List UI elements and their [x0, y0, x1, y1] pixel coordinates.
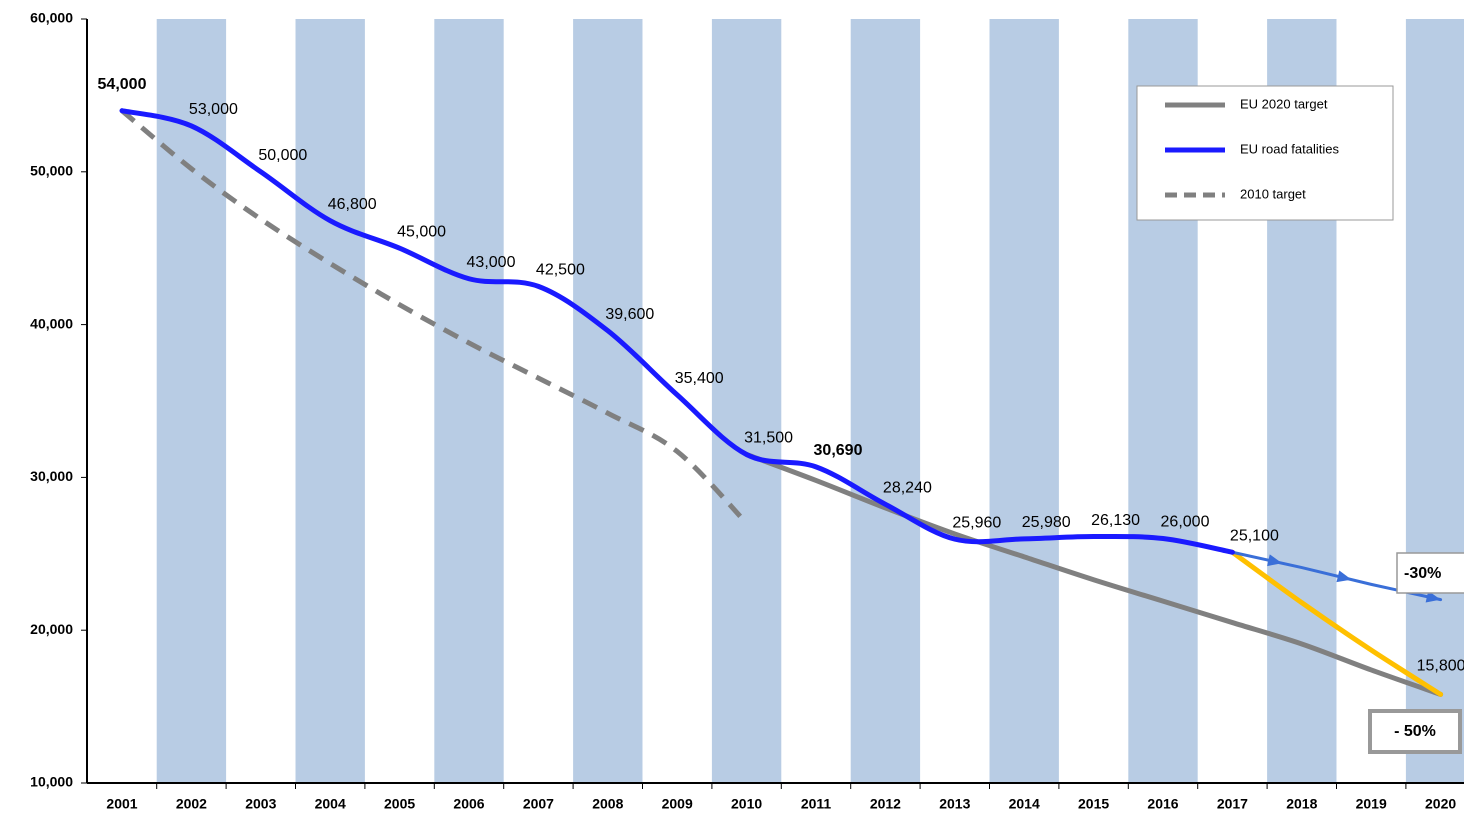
data-label: 31,500 — [744, 430, 793, 447]
legend-label: 2010 target — [1240, 186, 1306, 201]
data-label: 15,800 — [1417, 658, 1464, 675]
x-tick-label: 2005 — [384, 796, 415, 812]
data-label: 25,980 — [1022, 514, 1071, 531]
data-label: 45,000 — [397, 223, 446, 240]
x-tick-label: 2007 — [523, 796, 554, 812]
data-label: 35,400 — [675, 370, 724, 387]
x-tick-label: 2003 — [245, 796, 276, 812]
band — [850, 19, 921, 783]
x-tick-label: 2010 — [731, 796, 762, 812]
data-label: 53,000 — [189, 101, 238, 118]
arrow-head — [1336, 570, 1352, 583]
annotation-box — [1396, 552, 1464, 594]
band — [156, 19, 227, 783]
x-tick-label: 2015 — [1078, 796, 1109, 812]
y-tick-label: 30,000 — [30, 468, 73, 484]
y-tick-label: 60,000 — [30, 10, 73, 26]
band — [989, 19, 1059, 783]
band — [711, 19, 782, 783]
annotation: -30% — [1404, 565, 1441, 582]
band — [434, 19, 504, 783]
y-tick-label: 20,000 — [30, 621, 73, 637]
x-tick-label: 2006 — [453, 796, 484, 812]
series-line — [744, 451, 1444, 697]
x-tick-label: 2011 — [801, 796, 832, 812]
x-tick-label: 2018 — [1286, 796, 1317, 812]
legend-label: EU road fatalities — [1240, 141, 1339, 156]
arrow-head — [1267, 554, 1283, 567]
data-label: 25,100 — [1230, 527, 1279, 544]
x-tick-label: 2019 — [1356, 796, 1387, 812]
annotation-box — [1368, 709, 1462, 754]
series-line — [120, 108, 749, 525]
x-tick-label: 2017 — [1217, 796, 1248, 812]
data-label: 26,000 — [1161, 514, 1210, 531]
data-label: 30,690 — [814, 442, 863, 459]
data-label: 28,240 — [883, 480, 932, 497]
x-tick-label: 2008 — [592, 796, 623, 812]
data-label: 42,500 — [536, 262, 585, 279]
annotation: - 50% — [1394, 723, 1436, 740]
x-tick-label: 2012 — [870, 796, 901, 812]
x-tick-label: 2001 — [106, 796, 137, 812]
series-line — [119, 108, 1235, 555]
data-label: 50,000 — [258, 147, 307, 164]
data-label: 54,000 — [98, 76, 147, 93]
y-tick-label: 10,000 — [30, 774, 73, 790]
data-label: 43,000 — [467, 254, 516, 271]
legend-box — [1136, 85, 1394, 221]
data-label: 26,130 — [1091, 512, 1140, 529]
x-tick-label: 2009 — [662, 796, 693, 812]
data-label: 25,960 — [952, 514, 1001, 531]
x-tick-label: 2004 — [315, 796, 346, 812]
x-tick-label: 2016 — [1147, 796, 1178, 812]
band — [1405, 19, 1464, 783]
x-tick-label: 2014 — [1009, 796, 1040, 812]
series-line — [1229, 549, 1444, 697]
x-tick-label: 2020 — [1425, 796, 1456, 812]
data-label: 39,600 — [605, 306, 654, 323]
band — [295, 19, 365, 783]
x-tick-label: 2002 — [176, 796, 207, 812]
data-label: 46,800 — [328, 196, 377, 213]
x-tick-label: 2013 — [939, 796, 970, 812]
legend-label: EU 2020 target — [1240, 96, 1328, 111]
y-tick-label: 50,000 — [30, 163, 73, 179]
y-tick-label: 40,000 — [30, 315, 73, 331]
